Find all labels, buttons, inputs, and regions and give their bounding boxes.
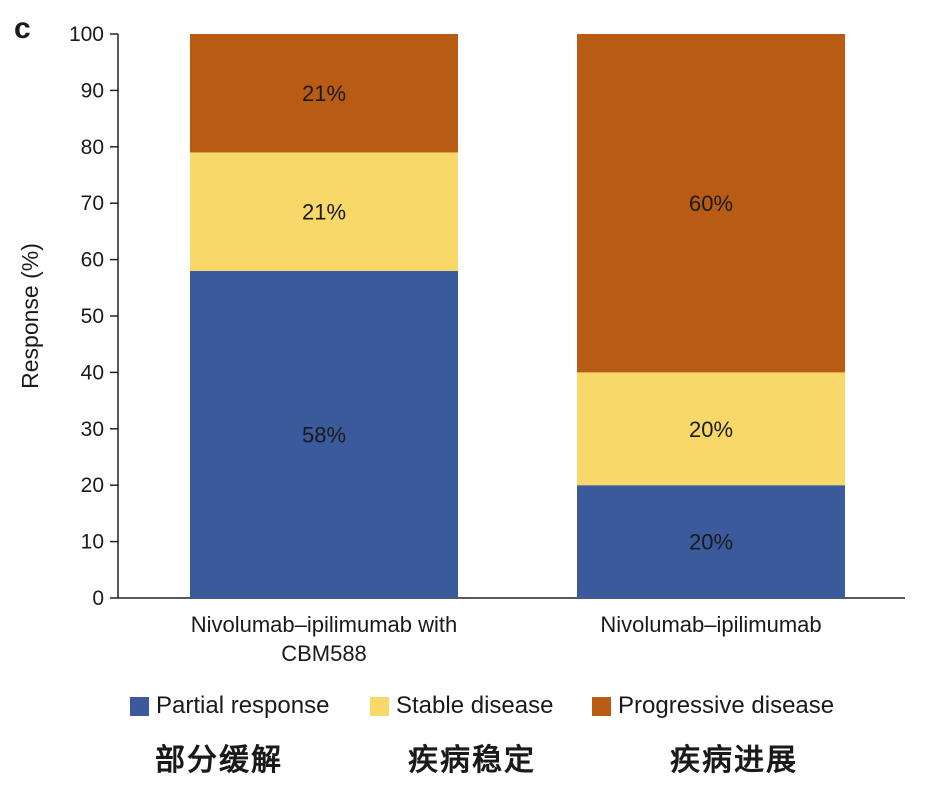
legend-item-stable-disease: Stable disease [370,692,553,720]
y-tick-label: 80 [81,136,104,159]
y-tick-label: 20 [81,474,104,497]
bar-segment-progressive-disease [190,34,458,153]
y-tick-label: 60 [81,249,104,272]
y-tick-label: 70 [81,192,104,215]
legend-swatch-stable-disease [370,696,389,716]
bar-data-label: 60% [689,191,733,216]
cn-label-partial-response: 部分缓解 [155,743,283,778]
y-tick-label: 90 [81,79,104,102]
bar-segment-stable-disease [190,152,458,271]
x-tick-label: Nivolumab–ipilimumab with [191,612,458,637]
bar-segment-partial-response [190,270,458,598]
bar-segment-stable-disease [577,372,845,486]
bar-data-label: 20% [689,417,733,442]
y-tick-label: 50 [81,305,104,328]
y-tick-label: 40 [81,361,104,384]
x-tick-label: CBM588 [281,641,367,666]
bar-segment-progressive-disease [577,34,845,373]
legend-label-progressive-disease: Progressive disease [618,692,835,719]
cn-label-stable-disease: 疾病稳定 [408,743,536,778]
chinese-annotation-row: 部分缓解 疾病稳定 疾病进展 [0,735,933,779]
legend-swatch-progressive-disease [592,696,611,716]
legend-label-stable-disease: Stable disease [396,692,554,719]
y-tick-label: 30 [81,418,104,441]
legend: Partial response Stable disease Progress… [0,692,933,722]
bar-data-label: 20% [689,530,733,555]
cn-label-progressive-disease: 疾病进展 [670,743,798,778]
legend-swatch-partial-response [130,696,149,716]
y-tick-label: 0 [92,587,104,610]
x-tick-label: Nivolumab–ipilimumab [600,612,821,637]
panel-label: c [14,12,31,45]
legend-item-partial-response: Partial response [130,692,329,720]
legend-label-partial-response: Partial response [156,692,330,719]
legend-item-progressive-disease: Progressive disease [592,692,834,720]
bar-data-label: 21% [302,81,346,106]
y-axis-label: Response (%) [17,243,43,389]
bar-data-label: 58% [302,422,346,447]
y-tick-label: 100 [69,23,104,46]
bar-data-label: 21% [302,200,346,225]
stacked-bar-chart: 0 10 20 30 40 50 60 70 80 90 100 Response (%) 58% 21%… [17,23,905,666]
y-tick-label: 10 [81,531,104,554]
bar-segment-partial-response [577,485,845,598]
